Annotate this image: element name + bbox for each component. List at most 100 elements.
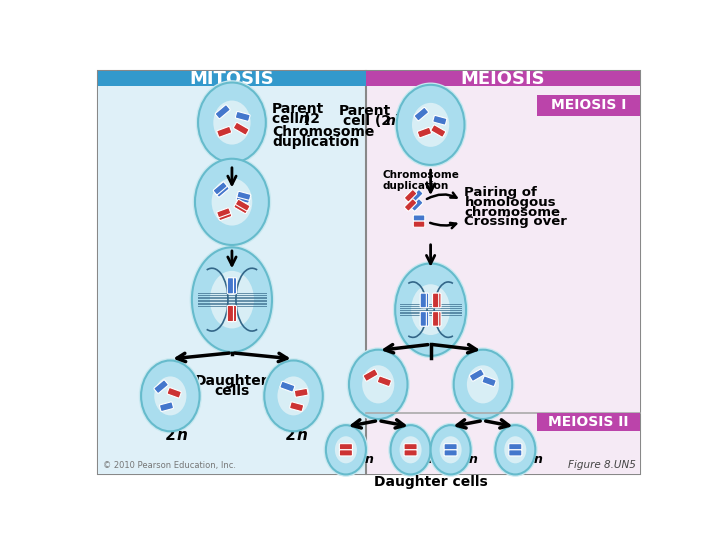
Ellipse shape — [467, 365, 499, 403]
Text: Figure 8.UN5: Figure 8.UN5 — [567, 460, 636, 470]
Text: Daughter: Daughter — [195, 374, 269, 388]
FancyBboxPatch shape — [228, 278, 233, 294]
Text: Chromosome: Chromosome — [272, 125, 374, 139]
Ellipse shape — [193, 157, 271, 247]
Text: ): ) — [305, 112, 311, 126]
Ellipse shape — [192, 247, 272, 352]
Ellipse shape — [141, 361, 199, 431]
FancyBboxPatch shape — [217, 126, 232, 137]
Text: cell (2: cell (2 — [272, 112, 320, 126]
Text: Parent: Parent — [272, 102, 324, 116]
FancyBboxPatch shape — [537, 95, 640, 117]
FancyBboxPatch shape — [234, 202, 248, 214]
FancyBboxPatch shape — [363, 369, 378, 381]
Text: n: n — [385, 114, 395, 128]
FancyBboxPatch shape — [237, 191, 251, 200]
FancyBboxPatch shape — [160, 402, 174, 411]
Text: 2: 2 — [285, 428, 296, 443]
FancyBboxPatch shape — [377, 376, 392, 387]
Text: n: n — [429, 453, 438, 465]
FancyBboxPatch shape — [217, 208, 230, 218]
FancyBboxPatch shape — [294, 388, 308, 397]
Ellipse shape — [431, 425, 471, 475]
Ellipse shape — [397, 85, 464, 165]
FancyBboxPatch shape — [215, 105, 230, 119]
Ellipse shape — [335, 436, 357, 463]
FancyBboxPatch shape — [509, 444, 522, 450]
FancyBboxPatch shape — [418, 127, 431, 138]
Ellipse shape — [395, 83, 467, 167]
FancyBboxPatch shape — [289, 402, 304, 411]
Bar — [366, 71, 640, 475]
FancyBboxPatch shape — [413, 221, 425, 227]
Text: n: n — [299, 112, 309, 126]
FancyBboxPatch shape — [414, 107, 428, 121]
FancyBboxPatch shape — [230, 278, 237, 294]
FancyBboxPatch shape — [218, 211, 232, 220]
Text: Pairing of: Pairing of — [464, 186, 537, 199]
Ellipse shape — [213, 100, 251, 145]
FancyBboxPatch shape — [236, 194, 250, 203]
Ellipse shape — [346, 347, 410, 421]
FancyBboxPatch shape — [235, 111, 250, 122]
Ellipse shape — [262, 358, 325, 434]
FancyBboxPatch shape — [215, 184, 229, 197]
FancyBboxPatch shape — [228, 306, 233, 322]
FancyBboxPatch shape — [433, 116, 447, 125]
Ellipse shape — [139, 358, 202, 434]
Ellipse shape — [349, 350, 408, 419]
FancyBboxPatch shape — [423, 293, 428, 308]
Text: MITOSIS: MITOSIS — [189, 70, 274, 87]
FancyBboxPatch shape — [339, 450, 353, 456]
FancyBboxPatch shape — [339, 444, 353, 450]
Text: n: n — [469, 453, 478, 465]
Text: cells: cells — [215, 383, 250, 397]
Text: Daughter cells: Daughter cells — [374, 475, 487, 489]
FancyBboxPatch shape — [230, 306, 237, 322]
Ellipse shape — [326, 425, 366, 475]
FancyBboxPatch shape — [482, 376, 496, 387]
Ellipse shape — [451, 347, 515, 421]
FancyBboxPatch shape — [423, 312, 428, 326]
FancyBboxPatch shape — [404, 450, 417, 456]
Ellipse shape — [264, 361, 323, 431]
FancyBboxPatch shape — [435, 312, 441, 326]
Ellipse shape — [411, 284, 450, 335]
Ellipse shape — [493, 423, 538, 477]
Bar — [98, 71, 366, 86]
FancyBboxPatch shape — [280, 381, 294, 392]
FancyBboxPatch shape — [435, 293, 441, 308]
Ellipse shape — [362, 365, 395, 403]
FancyBboxPatch shape — [537, 413, 640, 431]
FancyBboxPatch shape — [413, 215, 425, 221]
FancyBboxPatch shape — [509, 450, 522, 456]
Ellipse shape — [495, 425, 535, 475]
FancyBboxPatch shape — [235, 199, 250, 211]
FancyBboxPatch shape — [431, 125, 446, 137]
FancyBboxPatch shape — [233, 123, 249, 135]
Ellipse shape — [504, 436, 526, 463]
FancyBboxPatch shape — [444, 450, 457, 456]
Text: homologous: homologous — [464, 196, 556, 209]
Text: n: n — [534, 453, 543, 465]
Ellipse shape — [393, 261, 468, 358]
Text: chromosome: chromosome — [464, 206, 560, 219]
FancyBboxPatch shape — [167, 388, 181, 398]
Text: MEIOSIS I: MEIOSIS I — [551, 98, 626, 112]
Text: Chromosome
duplication: Chromosome duplication — [383, 170, 460, 191]
Text: ): ) — [395, 114, 401, 128]
FancyBboxPatch shape — [469, 369, 484, 381]
Text: 2: 2 — [165, 428, 176, 443]
Ellipse shape — [196, 80, 268, 165]
Text: Crossing over: Crossing over — [464, 215, 567, 228]
Ellipse shape — [388, 423, 433, 477]
FancyBboxPatch shape — [410, 199, 423, 211]
FancyBboxPatch shape — [154, 380, 168, 393]
Text: Parent: Parent — [338, 104, 390, 118]
Ellipse shape — [154, 376, 186, 415]
Ellipse shape — [440, 436, 462, 463]
FancyBboxPatch shape — [444, 444, 457, 450]
Ellipse shape — [277, 376, 310, 415]
Ellipse shape — [412, 103, 449, 147]
Ellipse shape — [212, 178, 252, 226]
